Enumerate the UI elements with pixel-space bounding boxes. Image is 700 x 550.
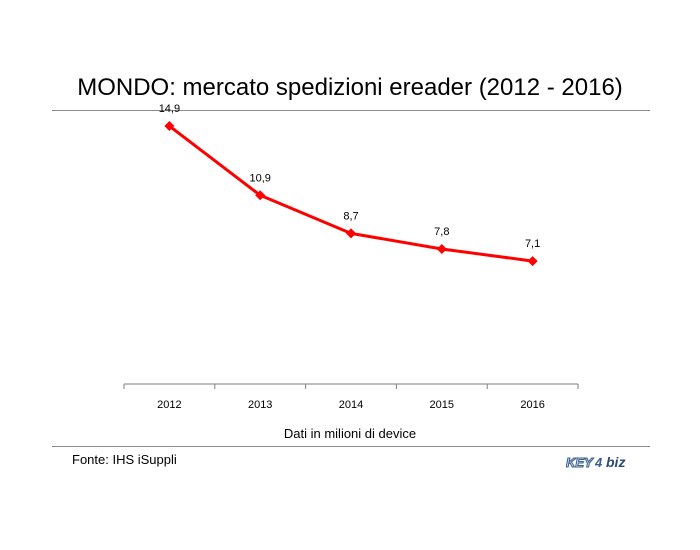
x-tick-label: 2015 xyxy=(430,399,454,411)
data-point xyxy=(164,121,175,132)
data-label: 7,1 xyxy=(525,238,540,250)
x-tick-label: 2014 xyxy=(339,399,363,411)
svg-text:KEY: KEY xyxy=(566,455,594,470)
source-note: Fonte: IHS iSuppli xyxy=(72,452,177,467)
x-tick-label: 2013 xyxy=(248,399,272,411)
data-point xyxy=(436,243,447,254)
footer-divider xyxy=(52,446,650,447)
data-label: 10,9 xyxy=(249,172,270,184)
svg-text:4: 4 xyxy=(594,455,603,470)
x-tick-label: 2012 xyxy=(157,399,181,411)
data-label: 8,7 xyxy=(343,210,358,222)
series-line xyxy=(168,124,533,263)
key4biz-logo: KEY 4 biz xyxy=(566,454,625,471)
x-tick-label: 2016 xyxy=(520,399,544,411)
x-axis: 2012 2013 2014 2015 2016 xyxy=(123,383,579,411)
x-axis-title: Dati in milioni di device xyxy=(283,426,417,441)
svg-text:biz: biz xyxy=(606,454,625,470)
chart-title: MONDO: mercato spedizioni ereader (2012 … xyxy=(77,74,623,101)
title-divider xyxy=(52,110,650,111)
series-group: 14,9 10,9 8,7 7,8 7,1 xyxy=(159,103,540,267)
data-point xyxy=(527,256,538,267)
data-label: 14,9 xyxy=(159,103,180,115)
data-label: 7,8 xyxy=(434,226,449,238)
data-point xyxy=(255,190,266,201)
data-point xyxy=(346,228,356,239)
